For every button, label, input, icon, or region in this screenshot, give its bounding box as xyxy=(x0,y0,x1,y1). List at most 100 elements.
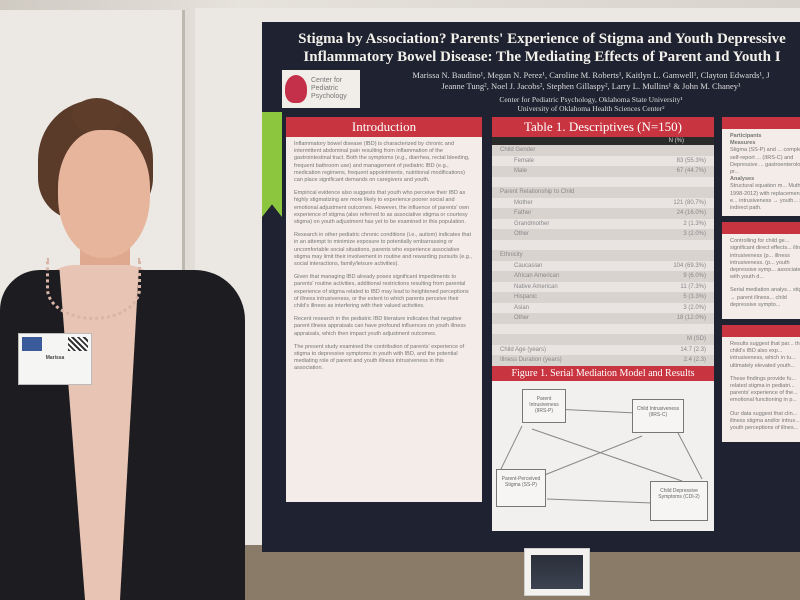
poster-title-line2: Inflammatory Bowel Disease: The Mediatin… xyxy=(303,49,781,65)
table-row: Female 83 (55.3%) xyxy=(492,156,714,167)
row-label: Hispanic xyxy=(514,294,538,300)
row-value: 14.7 (2.3) xyxy=(680,346,706,353)
row-label: African American xyxy=(514,273,560,279)
row-value: 2 (1.3%) xyxy=(683,220,706,227)
row-value: 18 (12.0%) xyxy=(676,315,706,321)
results-text: Controlling for child ge... significant … xyxy=(730,238,800,281)
row-label: Child Gender xyxy=(500,147,536,153)
introduction-section: Introduction Inflammatory bowel disease … xyxy=(286,117,482,502)
row-label: Mother xyxy=(514,199,533,206)
name-badge: Marissa xyxy=(18,333,92,385)
row-value: 3 (2.0%) xyxy=(683,231,706,237)
row-value: 9 (6.0%) xyxy=(683,273,706,279)
row-value: 67 (44.7%) xyxy=(676,168,706,174)
person-hair-bun xyxy=(72,98,122,133)
row-value: 5 (3.3%) xyxy=(683,294,706,300)
mediation-figure: Parent Intrusiveness (IIRS-P) Child Intr… xyxy=(492,380,714,531)
row-label: Other xyxy=(514,315,530,321)
table-row: Other 3 (2.0%) xyxy=(492,229,714,240)
box-parent-stigma: Parent-Perceived Stigma (SS-P) xyxy=(496,468,546,507)
intro-paragraph: Given that managing IBD already poses si… xyxy=(294,274,469,310)
table-row: Asian 3 (2.0%) xyxy=(492,303,714,314)
figure-heading: Figure 1. Serial Mediation Model and Res… xyxy=(492,365,714,381)
analyses-label: Analyses xyxy=(730,176,755,183)
descriptives-table: Child Gender Female 83 (55.3%) Male 67 (44.7… xyxy=(492,145,714,366)
row-label: Grandmother xyxy=(514,220,550,227)
table-row: Mother 121 (80.7%) xyxy=(492,198,714,209)
poster-title-line1: Stigma by Association? Parents' Experien… xyxy=(298,31,786,47)
table-row: Other 18 (12.0%) xyxy=(492,313,714,324)
affiliation-line1: Center for Pediatric Psychology, Oklahom… xyxy=(499,95,683,104)
table-row: African American 9 (6.0%) xyxy=(492,271,714,282)
measures-label: Measures xyxy=(730,140,756,147)
row-label: Female xyxy=(514,157,535,164)
row-label: Other xyxy=(514,231,530,237)
row-label: Male xyxy=(514,168,528,174)
discussion-text: Results suggest that par... their child'… xyxy=(730,341,800,369)
badge-logo-icon xyxy=(22,337,42,351)
row-label: Ethnicity xyxy=(500,252,523,258)
discussion-section: Results suggest that par... their child'… xyxy=(722,325,800,443)
box-child-intrusiveness: Child Intrusiveness (IIRS-C) xyxy=(632,398,684,433)
row-value: 2.4 (2.3) xyxy=(683,357,706,363)
research-poster: Stigma by Association? Parents' Experien… xyxy=(262,22,800,552)
table-row: Illness Duration (years) 2.4 (2.3) xyxy=(492,355,714,366)
authors-line1: Marissa N. Baudino¹, Megan N. Perez¹, Ca… xyxy=(412,70,770,80)
logo-mark-icon xyxy=(285,75,307,103)
analyses-text: Structural equation m... Muthén, 1998-20… xyxy=(730,183,800,212)
table-surface xyxy=(230,545,800,600)
table-row: Caucasian 104 (69.3%) xyxy=(492,261,714,272)
row-value: 104 (69.3%) xyxy=(673,262,706,269)
intro-paragraph: Recent research in the pediatric IBD lit… xyxy=(294,316,466,337)
table-row xyxy=(492,177,714,188)
introduction-body: Inflammatory bowel disease (IBD) is char… xyxy=(286,137,482,383)
row-label: Caucasian xyxy=(514,262,543,269)
intro-paragraph: Inflammatory bowel disease (IBD) is char… xyxy=(294,141,470,184)
row-value: M (SD) xyxy=(687,336,706,342)
row-label: Child Age (years) xyxy=(500,346,547,353)
intro-paragraph: Research in other pediatric chronic cond… xyxy=(294,232,472,268)
table-row: Male 67 (44.7%) xyxy=(492,166,714,177)
cardigan-right xyxy=(120,270,245,600)
row-value: 3 (2.0%) xyxy=(683,304,706,311)
green-ribbon xyxy=(262,112,282,217)
intro-paragraph: The present study examined the contribut… xyxy=(294,343,465,372)
table-row xyxy=(492,240,714,251)
row-label: Asian xyxy=(514,304,530,311)
logo-text: Center for Pediatric Psychology xyxy=(311,77,347,100)
figure-arrows xyxy=(499,408,703,503)
table-row xyxy=(492,324,714,335)
table-row: Native American 11 (7.3%) xyxy=(492,282,714,293)
discussion-text-3: Our data suggest that clin... illness st… xyxy=(730,410,800,432)
table-row: Ethnicity xyxy=(492,250,714,261)
methods-section: Participants Measures Stigma (SS-P) and ..… xyxy=(722,117,800,217)
box-parent-intrusiveness: Parent Intrusiveness (IIRS-P) xyxy=(522,388,566,423)
measures-text: Stigma (SS-P) and ... completed self-rep… xyxy=(730,147,800,176)
table-heading: Table 1. Descriptives (N=150) xyxy=(492,117,714,137)
row-value: 83 (55.3%) xyxy=(676,157,706,164)
row-label: Parent Relationship to Child xyxy=(500,189,575,195)
row-value: 121 (80.7%) xyxy=(673,199,706,206)
table-row: Child Gender xyxy=(492,145,714,156)
results-text-2: Serial mediation analys... stigma → pare… xyxy=(730,287,800,308)
row-label: Native American xyxy=(514,283,558,290)
row-label: Father xyxy=(514,210,532,216)
introduction-heading: Introduction xyxy=(286,117,482,137)
authors-line2: Jeanne Tung², Noel J. Jacobs², Stephen G… xyxy=(441,81,741,91)
author-block: Marissa N. Baudino¹, Megan N. Perez¹, Ca… xyxy=(368,70,800,113)
center-logo: Center for Pediatric Psychology xyxy=(282,70,360,108)
table-row: Hispanic 5 (3.3%) xyxy=(492,292,714,303)
affiliation-line2: University of Oklahoma Health Sciences C… xyxy=(517,104,665,113)
pearl-necklace xyxy=(46,258,141,320)
box-child-depression: Child Depressive Symptoms (CDI-2) xyxy=(650,480,708,521)
participants-label: Participants xyxy=(730,133,762,139)
row-label: Illness Duration (years) xyxy=(500,357,562,363)
discussion-text-2: These findings provide fu... related sti… xyxy=(730,375,798,404)
table-column-header: N (%) xyxy=(492,137,714,145)
badge-name: Marissa xyxy=(45,355,65,361)
row-value: 24 (16.0%) xyxy=(676,210,706,216)
qr-code-icon xyxy=(68,337,88,351)
results-section: Controlling for child ge... significant … xyxy=(722,222,800,320)
intro-paragraph: Empirical evidence also suggests that yo… xyxy=(294,190,470,226)
business-card-display xyxy=(524,548,590,596)
